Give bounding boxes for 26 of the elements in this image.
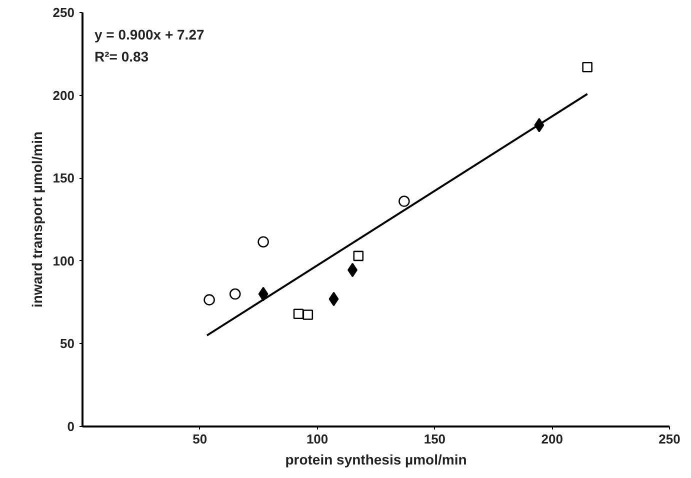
- point: [348, 262, 358, 278]
- x-tick-label: 250: [658, 432, 680, 446]
- point: [258, 236, 269, 248]
- point: [398, 196, 410, 207]
- y-tick-label: 250: [52, 5, 75, 20]
- y-tick-label: 100: [52, 253, 75, 268]
- x-tick-label: 150: [424, 432, 446, 446]
- y-tick-label: 50: [60, 336, 75, 352]
- x-axis-title: protein synthesis µmol/min: [285, 452, 467, 468]
- point: [229, 288, 241, 300]
- x-tick-label: 50: [192, 432, 208, 446]
- point: [258, 286, 268, 302]
- point: [328, 292, 339, 306]
- y-tick-label: 0: [67, 419, 75, 434]
- x-tick-label: 100: [306, 432, 328, 446]
- y-axis-title: inward transport µmol/min: [28, 131, 45, 308]
- annotation: R²= 0.83: [94, 48, 149, 64]
- y-tick-label: 200: [52, 88, 75, 103]
- point: [293, 308, 304, 320]
- annotation: y = 0.900x + 7.27: [94, 26, 204, 42]
- point: [204, 294, 215, 306]
- y-tick-label: 150: [52, 170, 75, 186]
- point: [353, 250, 364, 262]
- point: [582, 62, 592, 72]
- x-tick-label: 200: [541, 432, 563, 446]
- point: [302, 310, 314, 320]
